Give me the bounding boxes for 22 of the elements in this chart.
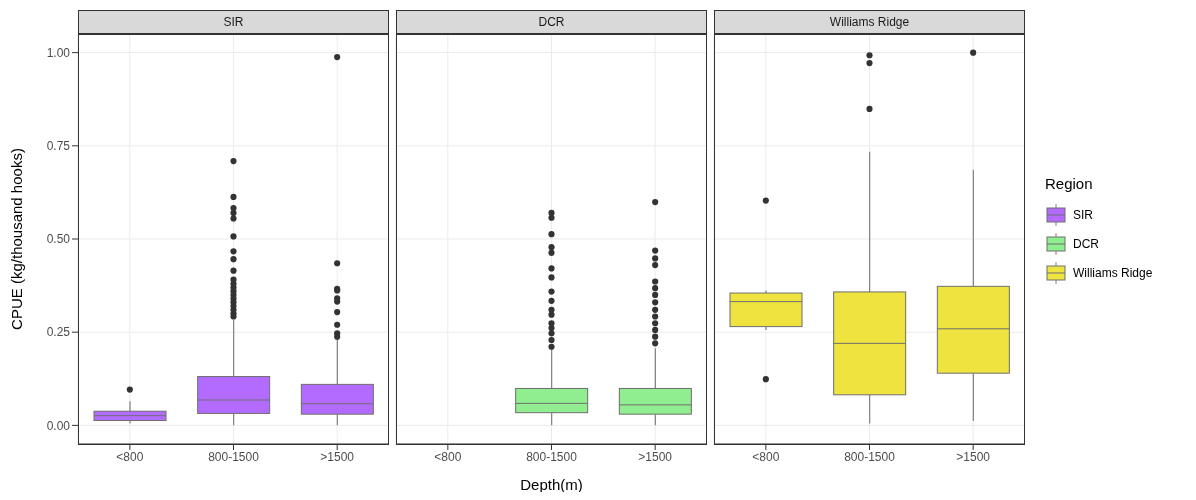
x-tick-label: >1500 (320, 449, 355, 464)
chart-title: Williams Ridge (714, 10, 1025, 34)
x-tick-label: 800-1500 (844, 449, 896, 464)
y-tick-label: 0.00 (46, 418, 71, 433)
y-tick-label: 0.25 (46, 325, 71, 340)
x-tick-label: >1500 (638, 449, 673, 464)
x-tick-label: >1500 (956, 449, 991, 464)
y-tick-label: 0.50 (46, 232, 71, 247)
chart-title: DCR (396, 10, 707, 34)
x-tick-label: <800 (434, 449, 462, 464)
legend-title: Region (1045, 175, 1094, 192)
legend-label: Williams Ridge (1073, 265, 1153, 280)
x-tick-label: 800-1500 (526, 449, 578, 464)
y-tick-label: 0.75 (46, 139, 71, 154)
x-tick-label: <800 (116, 449, 144, 464)
y-tick-label: 1.00 (46, 45, 71, 60)
x-tick-label: <800 (752, 449, 780, 464)
chart-title: SIR (78, 10, 389, 34)
legend-label: SIR (1073, 207, 1094, 222)
y-axis-title: CPUE (kg/thousand hooks) (8, 148, 25, 330)
legend-label: DCR (1073, 236, 1099, 251)
x-tick-label: 800-1500 (208, 449, 260, 464)
